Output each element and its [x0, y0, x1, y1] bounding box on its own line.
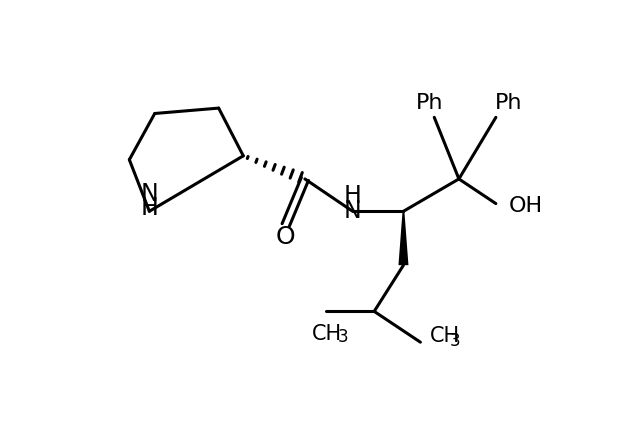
- Text: Ph: Ph: [416, 93, 444, 113]
- Polygon shape: [399, 211, 408, 265]
- Text: Ph: Ph: [495, 93, 523, 113]
- Text: 3: 3: [337, 328, 348, 346]
- Text: 3: 3: [450, 331, 460, 350]
- Text: N: N: [141, 182, 158, 206]
- Text: CH: CH: [429, 326, 460, 346]
- Text: H: H: [140, 196, 158, 220]
- Text: O: O: [276, 225, 296, 249]
- Text: N: N: [344, 199, 362, 223]
- Text: OH: OH: [509, 196, 543, 216]
- Text: CH: CH: [312, 324, 342, 344]
- Text: H: H: [344, 184, 362, 208]
